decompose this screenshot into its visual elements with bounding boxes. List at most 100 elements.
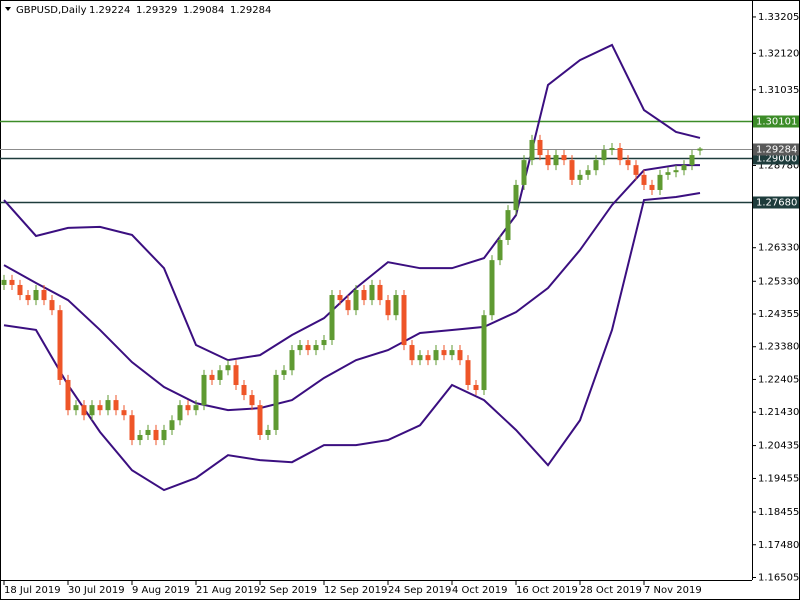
candle-body	[601, 150, 607, 161]
last-price-label: 1.29284	[756, 145, 797, 156]
last-close: 1.29284	[230, 5, 271, 16]
candle-body	[265, 429, 271, 435]
candle-body	[249, 395, 255, 406]
candle-body	[569, 160, 575, 180]
x-tick-label: 16 Oct 2019	[516, 585, 578, 596]
candle-body	[433, 350, 439, 361]
candle-body	[625, 160, 631, 166]
candle-body	[81, 405, 87, 416]
x-tick-label: 2 Sep 2019	[260, 585, 317, 596]
candle-body	[689, 155, 695, 166]
candle-body	[17, 284, 23, 296]
x-tick-label: 28 Oct 2019	[580, 585, 642, 596]
level-label: 1.27680	[756, 198, 797, 209]
candle-body	[633, 165, 639, 175]
x-tick-label: 18 Jul 2019	[4, 585, 61, 596]
last-price-box	[753, 143, 799, 156]
candle-body	[337, 295, 343, 301]
y-tick-label: 1.32120	[758, 48, 799, 59]
candle-body	[89, 405, 95, 416]
y-tick-label: 1.28780	[758, 160, 799, 171]
candle-body	[225, 365, 231, 371]
candle-body	[145, 429, 151, 435]
candle-body	[641, 174, 647, 185]
y-tick-label: 1.25330	[758, 276, 799, 287]
level-label-box	[753, 115, 799, 128]
candle-body	[369, 284, 375, 301]
candle-body	[297, 345, 303, 351]
level-label: 1.30101	[756, 117, 797, 128]
x-tick-label: 30 Jul 2019	[68, 585, 125, 596]
candle-body	[185, 405, 191, 411]
y-tick-label: 1.17480	[758, 540, 799, 551]
candle-body	[49, 300, 55, 311]
candle-body	[313, 345, 319, 351]
y-tick-label: 1.19455	[758, 473, 799, 484]
candle-body	[441, 350, 447, 356]
candle-body	[361, 290, 367, 301]
candle-body	[473, 384, 479, 391]
x-tick-label: 7 Nov 2019	[644, 585, 702, 596]
candle-body	[353, 290, 359, 311]
candle-body	[129, 415, 135, 441]
x-tick-label: 24 Sep 2019	[388, 585, 451, 596]
candle-body	[209, 374, 215, 380]
candle-body	[457, 350, 463, 361]
candle-body	[329, 295, 335, 341]
candle-body	[537, 139, 543, 156]
candle-body	[617, 148, 623, 161]
candle-body	[577, 174, 583, 180]
candle-body	[401, 295, 407, 346]
candle-body	[385, 300, 391, 316]
y-tick-label: 1.21430	[758, 407, 799, 418]
candle-body	[697, 148, 703, 151]
candle-body	[105, 400, 111, 411]
candle-body	[41, 290, 47, 301]
candle-body	[345, 300, 351, 311]
candle-body	[113, 400, 119, 411]
candle-body	[425, 355, 431, 361]
candle-body	[321, 340, 327, 346]
last-open: 1.29224	[89, 5, 130, 16]
candle-body	[417, 355, 423, 361]
candle-body	[409, 345, 415, 361]
y-tick-label: 1.31035	[758, 85, 799, 96]
level-label: 1.29000	[756, 154, 797, 165]
menu-arrow	[5, 7, 11, 11]
candle-body	[233, 365, 239, 385]
candle-body	[513, 184, 519, 211]
candle-body	[201, 374, 207, 406]
band-lower	[3, 192, 701, 492]
candle-body	[273, 374, 279, 430]
candle-body	[65, 379, 71, 411]
candle-body	[57, 310, 63, 380]
candle-body	[161, 429, 167, 441]
y-tick-label: 1.18455	[758, 507, 799, 518]
candle-body	[649, 184, 655, 190]
candle-body	[497, 239, 503, 261]
candle-body	[553, 155, 559, 166]
candle-body	[377, 284, 383, 301]
candle-body	[609, 148, 615, 151]
candle-body	[561, 155, 567, 161]
candle-body	[1, 279, 7, 285]
candle-body	[545, 155, 551, 166]
candle-body	[169, 420, 175, 430]
y-tick-label: 1.16505	[758, 572, 799, 583]
candle-body	[657, 174, 663, 190]
candle-body	[33, 290, 39, 301]
x-tick-label: 21 Aug 2019	[196, 585, 260, 596]
candle-body	[465, 360, 471, 385]
candle-body	[257, 405, 263, 435]
candle-body	[121, 410, 127, 416]
candle-body	[137, 435, 143, 441]
band-middle	[3, 164, 700, 412]
candle-body	[281, 370, 287, 375]
candle-body	[305, 345, 311, 351]
candle-body	[681, 165, 687, 171]
y-tick-label: 1.22405	[758, 374, 799, 385]
candle-body	[217, 370, 223, 380]
candle-body	[593, 160, 599, 171]
x-tick-label: 9 Aug 2019	[132, 585, 190, 596]
